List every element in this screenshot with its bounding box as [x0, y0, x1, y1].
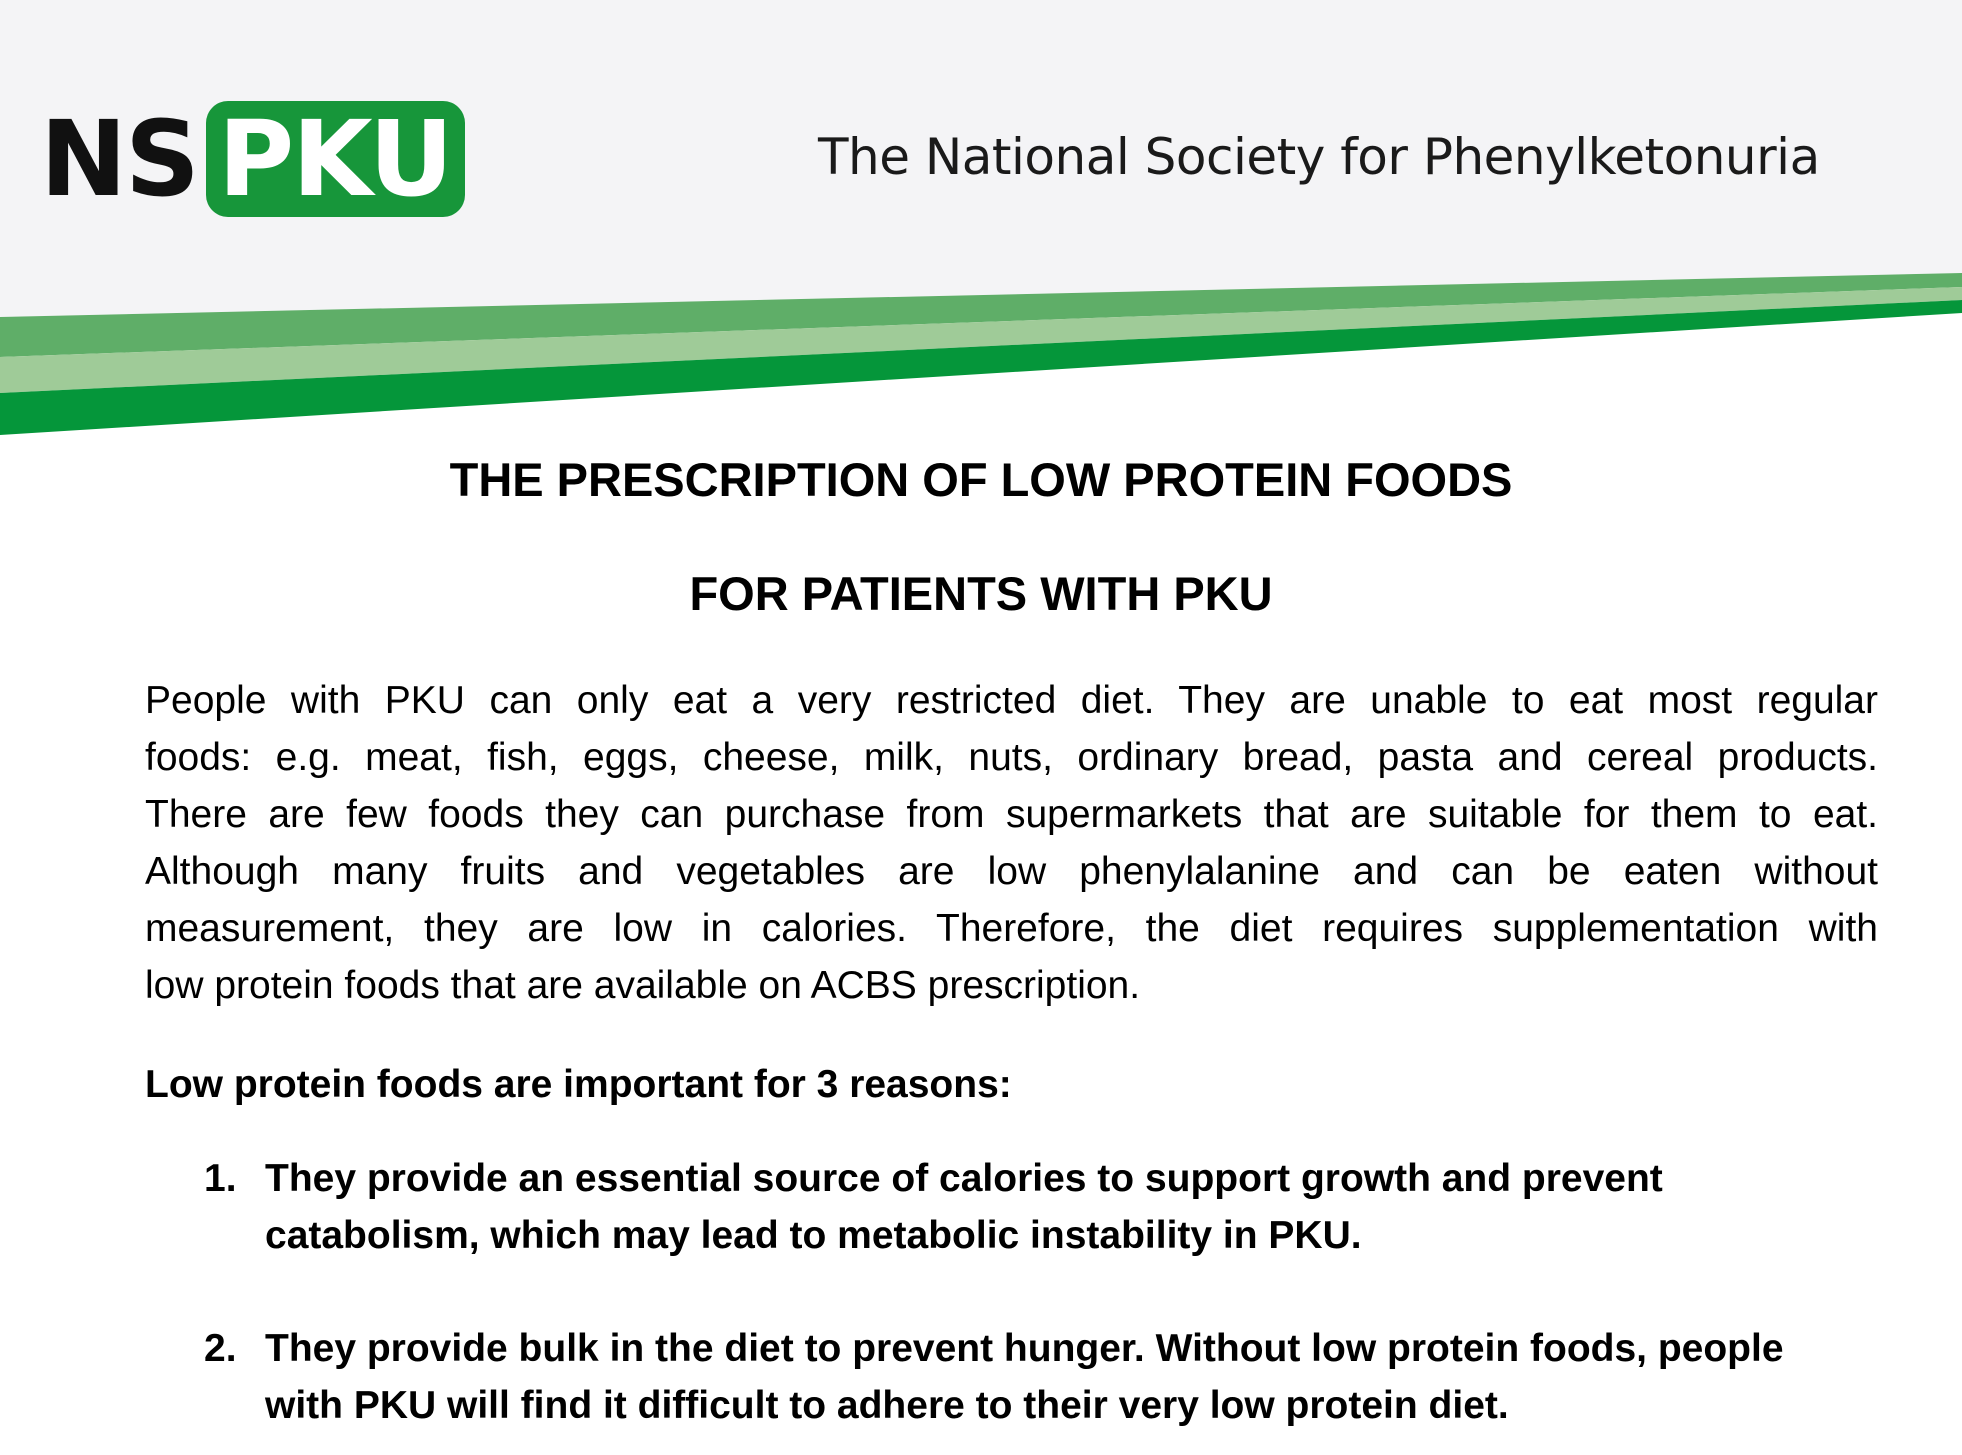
item-line: They provide bulk in the diet to prevent…: [265, 1327, 1784, 1370]
logo-ns: NS: [40, 98, 200, 220]
reasons-heading: Low protein foods are important for 3 re…: [145, 1063, 1012, 1106]
document-title-line1: THE PRESCRIPTION OF LOW PROTEIN FOODS: [449, 453, 1513, 506]
stripe-mid-green: [0, 273, 1962, 357]
item-number: 1.: [204, 1157, 237, 1200]
paragraph-line: low protein foods that are available on …: [145, 964, 1141, 1007]
paragraph-line: People with PKU can only eat a very rest…: [145, 679, 1878, 722]
banner-gray-band: [0, 0, 1962, 317]
item-line: They provide an essential source of calo…: [265, 1157, 1663, 1200]
document-title-line2: FOR PATIENTS WITH PKU: [689, 567, 1273, 620]
stripe-dark-green: [0, 300, 1962, 435]
paragraph-line: There are few foods they can purchase fr…: [145, 793, 1878, 836]
intro-paragraph: People with PKU can only eat a very rest…: [145, 672, 1878, 1014]
nspku-logo: NS PKU: [40, 98, 466, 220]
paragraph-line: Although many fruits and vegetables are …: [145, 850, 1878, 893]
paragraph-line: foods: e.g. meat, fish, eggs, cheese, mi…: [145, 736, 1878, 779]
paragraph-line: measurement, they are low in calories. T…: [145, 907, 1878, 950]
stripe-light-green: [0, 287, 1962, 393]
item-number: 2.: [204, 1327, 237, 1370]
item-line: with PKU will find it difficult to adher…: [265, 1384, 1509, 1427]
header-banner: [0, 0, 1962, 440]
tagline: The National Society for Phenylketonuria: [818, 128, 1820, 186]
item-line: catabolism, which may lead to metabolic …: [265, 1214, 1362, 1257]
logo-pku: PKU: [205, 101, 466, 217]
